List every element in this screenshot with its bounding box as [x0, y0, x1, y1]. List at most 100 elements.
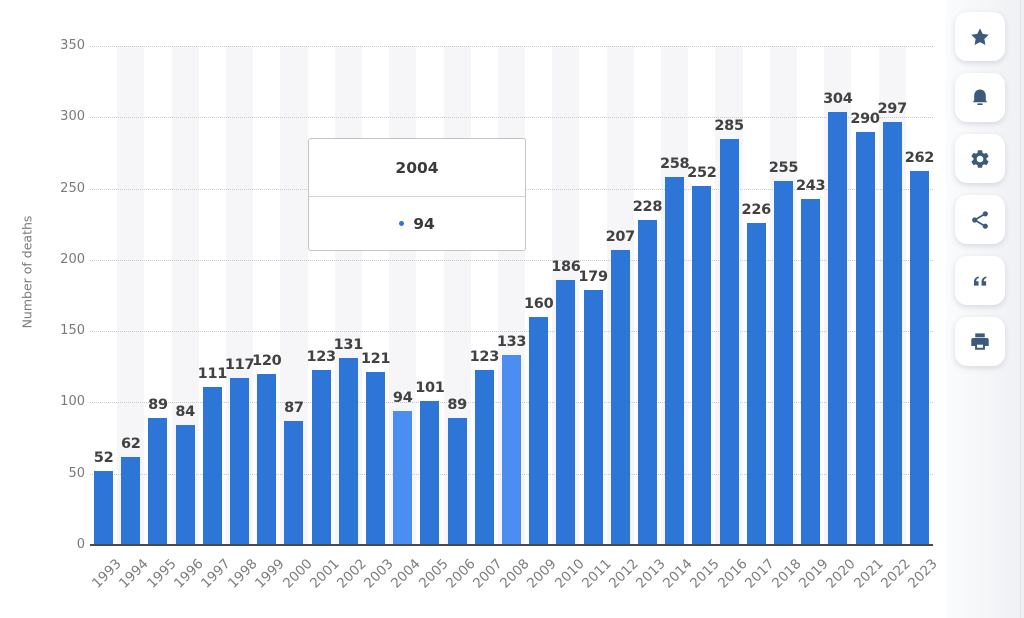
bar-2023[interactable] [909, 171, 929, 545]
bar-2014[interactable] [665, 177, 685, 545]
value-label-2021: 290 [850, 110, 880, 127]
y-tick-250: 250 [60, 180, 85, 196]
x-tick-1996: 1996 [170, 556, 207, 592]
y-tick-350: 350 [60, 38, 85, 53]
x-tick-2015: 2015 [687, 556, 724, 592]
x-tick-1995: 1995 [143, 556, 180, 592]
value-label-2011: 179 [578, 268, 608, 285]
share-button[interactable] [955, 195, 1005, 244]
bar-1994[interactable] [121, 456, 141, 545]
value-label-2010: 186 [551, 258, 581, 275]
bar-2006[interactable] [447, 418, 467, 545]
cite-button[interactable] [955, 256, 1005, 305]
bar-2009[interactable] [529, 316, 549, 545]
x-tick-1999: 1999 [252, 556, 289, 592]
bar-2020[interactable] [828, 111, 848, 545]
y-tick-150: 150 [60, 323, 85, 339]
tooltip-year: 2004 [395, 158, 439, 177]
settings-button[interactable] [955, 134, 1005, 183]
print-button[interactable] [955, 317, 1005, 366]
bar-2010[interactable] [556, 279, 576, 545]
action-toolbar [945, 0, 1024, 618]
x-tick-2016: 2016 [714, 556, 751, 592]
x-tick-2002: 2002 [334, 556, 370, 592]
x-tick-2021: 2021 [850, 556, 887, 592]
tooltip-value: 94 [413, 214, 435, 233]
printer-icon [969, 331, 991, 353]
y-tick-0: 0 [76, 537, 85, 552]
series-dot-icon [399, 221, 405, 226]
bar-2011[interactable] [583, 289, 603, 545]
x-tick-2004: 2004 [388, 556, 425, 592]
tooltip-value-row: 94 [309, 197, 525, 250]
bar-2007[interactable] [474, 369, 494, 545]
bar-1993[interactable] [94, 470, 114, 545]
y-axis-title: Number of deaths [19, 215, 35, 329]
x-axis-line [90, 543, 933, 546]
value-label-1997: 111 [197, 365, 228, 382]
bell-icon [969, 87, 991, 109]
value-label-2008: 133 [496, 334, 527, 351]
bar-2017[interactable] [746, 222, 766, 545]
x-tick-2023: 2023 [905, 556, 941, 592]
x-tick-2017: 2017 [741, 556, 778, 592]
bar-1999[interactable] [257, 373, 277, 545]
bar-2016[interactable] [719, 138, 739, 545]
value-label-1994: 62 [120, 435, 141, 452]
bar-1997[interactable] [202, 386, 222, 545]
value-label-2003: 121 [360, 351, 391, 368]
bar-2003[interactable] [366, 372, 386, 545]
value-label-2014: 258 [659, 156, 690, 173]
value-label-2013: 228 [632, 198, 663, 215]
value-label-1995: 89 [148, 397, 168, 414]
bar-2022[interactable] [882, 121, 902, 545]
x-tick-2011: 2011 [578, 556, 615, 592]
value-label-2004: 94 [392, 389, 413, 406]
bar-2015[interactable] [692, 185, 712, 545]
bar-2018[interactable] [773, 181, 793, 545]
bar-2008[interactable] [502, 355, 521, 545]
gridline-200 [90, 259, 933, 261]
bar-2013[interactable] [637, 219, 657, 545]
value-label-2019: 243 [795, 177, 826, 194]
x-tick-1998: 1998 [225, 556, 261, 592]
value-label-2015: 252 [687, 164, 717, 181]
notifications-button[interactable] [955, 73, 1005, 122]
bar-2021[interactable] [855, 131, 875, 545]
x-tick-2009: 2009 [524, 556, 561, 592]
quote-icon [969, 270, 991, 292]
bar-2004[interactable] [393, 410, 413, 545]
x-tick-2020: 2020 [823, 556, 860, 592]
value-label-2001: 123 [306, 348, 336, 365]
bar-2012[interactable] [610, 249, 630, 545]
bar-1998[interactable] [230, 378, 250, 545]
bar-2002[interactable] [338, 358, 358, 545]
value-label-1999: 120 [252, 352, 282, 369]
x-tick-2018: 2018 [769, 556, 805, 592]
x-tick-2005: 2005 [415, 556, 452, 592]
gridline-350 [90, 46, 933, 47]
value-label-2022: 297 [877, 100, 908, 117]
bar-2005[interactable] [420, 401, 440, 545]
x-tick-2022: 2022 [877, 556, 914, 592]
x-tick-2014: 2014 [660, 556, 696, 592]
value-label-2007: 123 [469, 348, 500, 365]
x-tick-2019: 2019 [796, 556, 832, 592]
bar-2000[interactable] [284, 420, 304, 545]
star-icon [969, 26, 991, 48]
x-tick-2000: 2000 [279, 556, 316, 592]
bar-2001[interactable] [311, 369, 331, 545]
value-label-2000: 87 [284, 399, 304, 416]
favorite-button[interactable] [955, 12, 1005, 61]
y-tick-300: 300 [60, 109, 85, 125]
value-label-2006: 89 [447, 397, 467, 414]
chart-tooltip: 2004 94 [308, 138, 526, 251]
x-tick-1993: 1993 [89, 556, 125, 592]
bar-1995[interactable] [148, 418, 168, 545]
y-tick-200: 200 [60, 251, 85, 267]
y-tick-50: 50 [68, 465, 85, 481]
bar-2019[interactable] [801, 198, 821, 545]
value-label-2017: 226 [741, 201, 772, 218]
x-tick-2003: 2003 [361, 556, 397, 592]
bar-1996[interactable] [175, 425, 195, 545]
